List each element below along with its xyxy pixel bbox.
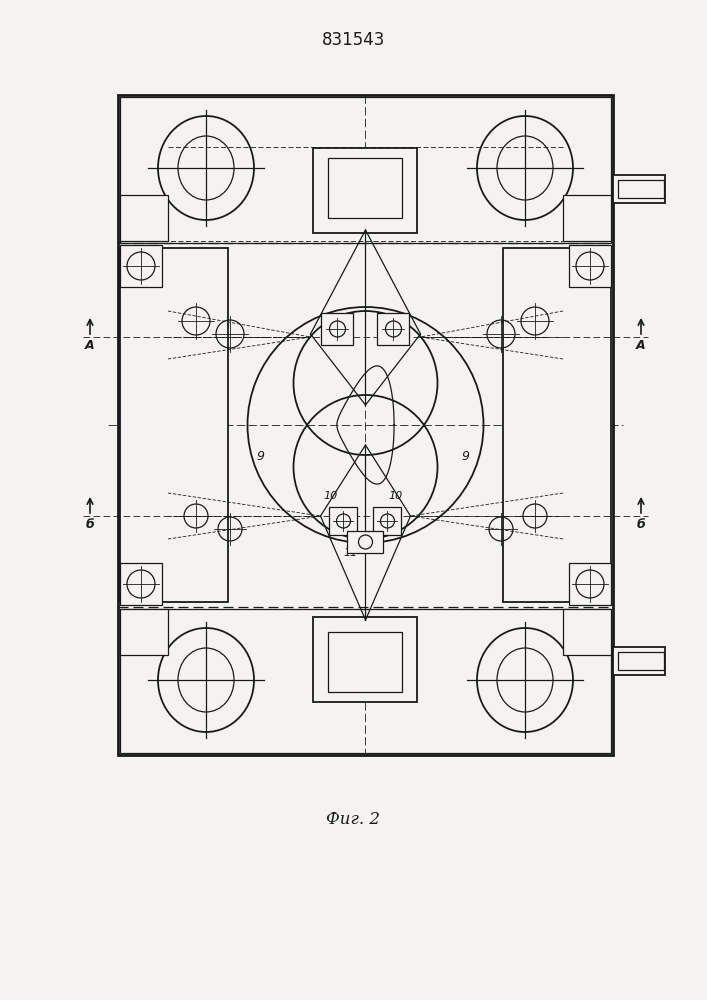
Bar <box>563 195 611 241</box>
Bar <box>313 617 418 702</box>
Bar <box>563 609 611 655</box>
Bar <box>569 245 611 287</box>
Bar <box>329 158 402 218</box>
Bar <box>329 507 358 535</box>
Bar <box>613 175 665 203</box>
Bar <box>120 609 168 655</box>
Bar <box>329 632 402 692</box>
Text: A: A <box>85 339 95 352</box>
Text: Фиг. 2: Фиг. 2 <box>327 812 380 828</box>
Text: б: б <box>636 518 645 531</box>
Text: 11: 11 <box>344 548 358 558</box>
Bar <box>348 531 383 553</box>
Bar <box>618 180 664 198</box>
Bar <box>120 248 228 602</box>
Text: 10: 10 <box>323 491 338 501</box>
Bar <box>118 95 613 755</box>
Bar <box>618 652 664 670</box>
Text: 9: 9 <box>257 450 264 463</box>
Bar <box>373 507 402 535</box>
Bar <box>613 647 665 675</box>
Bar <box>322 313 354 345</box>
Bar <box>378 313 409 345</box>
Bar <box>503 248 611 602</box>
Bar <box>120 609 611 753</box>
Bar <box>120 245 162 287</box>
Text: 831543: 831543 <box>322 31 385 49</box>
Text: 9: 9 <box>462 450 469 463</box>
Text: 10: 10 <box>388 491 402 501</box>
Bar <box>313 148 418 233</box>
Bar <box>120 563 162 605</box>
Text: б: б <box>86 518 94 531</box>
Text: A: A <box>636 339 645 352</box>
Bar <box>120 97 611 243</box>
Bar <box>569 563 611 605</box>
Bar <box>120 195 168 241</box>
